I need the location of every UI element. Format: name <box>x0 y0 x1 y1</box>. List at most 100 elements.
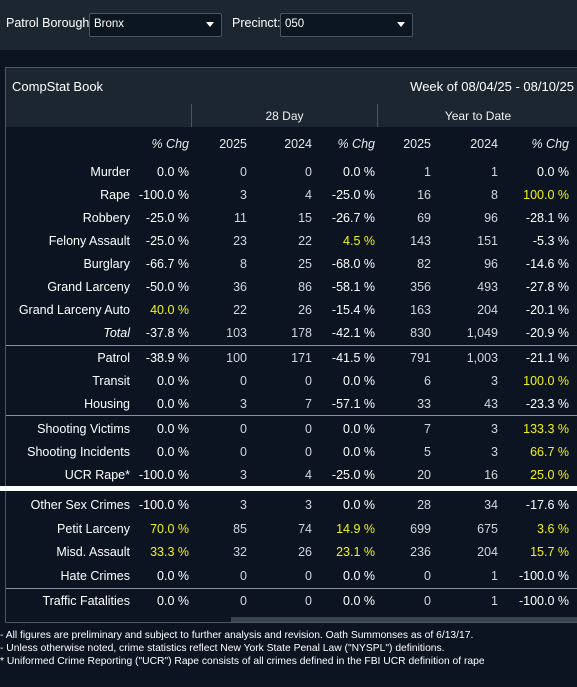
precinct-select[interactable]: 050 <box>280 13 413 37</box>
table-cell: 178 <box>291 326 312 340</box>
table-cell: 0 <box>305 445 312 459</box>
table-cell: 0.0 % <box>343 422 375 436</box>
table-cell: 0.0 % <box>343 594 375 608</box>
table-cell: 675 <box>477 522 498 536</box>
table-cell: 1 <box>491 165 498 179</box>
table-cell: 69 <box>417 211 431 225</box>
table-cell: 0 <box>240 165 247 179</box>
table-cell: 0.0 % <box>157 397 189 411</box>
table-cell: 100.0 % <box>523 188 569 202</box>
table-row: Shooting Victims 0.0 % 0 0 0.0 % 7 3 133.3 % <box>6 419 577 442</box>
table-cell: 4 <box>305 188 312 202</box>
chevron-down-icon <box>397 22 405 27</box>
table-cell: 3 <box>491 422 498 436</box>
table-cell: -15.4 % <box>331 303 375 317</box>
table-cell: 32 <box>233 545 247 559</box>
table-cell: 11 <box>234 211 247 225</box>
row-label: Rape <box>100 188 130 202</box>
table-cell: 36 <box>233 280 247 294</box>
table-cell: 0 <box>305 569 312 583</box>
table-cell: 151 <box>477 234 498 248</box>
table-cell: -17.6 % <box>525 498 569 512</box>
table-row: Total -37.8 % 103 178 -42.1 % 830 1,049 -20.9 % <box>6 323 577 346</box>
table-cell: 16 <box>484 468 498 482</box>
table-cell: 0 <box>305 165 312 179</box>
table-cell: 3 <box>240 468 247 482</box>
table-cell: 830 <box>410 326 431 340</box>
row-label: Murder <box>90 165 130 179</box>
table-cell: 100.0 % <box>523 374 569 388</box>
table-cell: 7 <box>305 397 312 411</box>
table-cell: 699 <box>410 522 431 536</box>
report-title: CompStat Book <box>12 79 104 94</box>
table-cell: 0.0 % <box>157 594 189 608</box>
row-label: Shooting Victims <box>37 422 130 436</box>
table-cell: 4.5 % <box>343 234 375 248</box>
table-cell: -41.5 % <box>331 351 375 365</box>
table-row: Shooting Incidents 0.0 % 0 0 0.0 % 5 3 66.7 % <box>6 442 577 465</box>
row-label: Shooting Incidents <box>27 445 130 459</box>
table-cell: 0.0 % <box>157 165 189 179</box>
table-cell: 0.0 % <box>343 374 375 388</box>
table-row: UCR Rape* -100.0 % 3 4 -25.0 % 20 16 25.0 % <box>6 465 577 488</box>
table-row: Grand Larceny Auto 40.0 % 22 26 -15.4 % 163 20… <box>6 300 577 323</box>
table-cell: 204 <box>477 303 498 317</box>
table-row: Murder 0.0 % 0 0 0.0 % 1 1 0.0 % <box>6 162 577 185</box>
table-cell: 23 <box>233 234 247 248</box>
table-cell: 3 <box>240 498 247 512</box>
table-cell: 26 <box>298 545 312 559</box>
group-28-day: 28 Day <box>191 104 377 127</box>
table-row: Rape -100.0 % 3 4 -25.0 % 16 8 100.0 % <box>6 185 577 208</box>
table-cell: -27.8 % <box>525 280 569 294</box>
table-cell: -37.8 % <box>145 326 189 340</box>
table-cell: 22 <box>233 303 247 317</box>
row-label: Grand Larceny <box>47 280 130 294</box>
borough-value: Bronx <box>94 18 125 30</box>
table-cell: 1 <box>491 569 498 583</box>
table-cell: 6 <box>424 374 431 388</box>
table-cell: -25.0 % <box>145 211 189 225</box>
row-label: Robbery <box>82 211 130 225</box>
table-cell: -38.9 % <box>145 351 189 365</box>
table-cell: 40.0 % <box>150 303 189 317</box>
table-cell: -100.0 % <box>138 468 189 482</box>
table-cell: -100.0 % <box>518 594 569 608</box>
table-cell: 0 <box>240 569 247 583</box>
table-cell: 85 <box>233 522 247 536</box>
row-label: Misd. Assault <box>56 545 130 559</box>
table-cell: 0.0 % <box>343 569 375 583</box>
table-cell: 7 <box>424 422 431 436</box>
table-row: Robbery -25.0 % 11 15 -26.7 % 69 96 -28.1 % <box>6 208 577 231</box>
table-row: Misd. Assault 33.3 % 32 26 23.1 % 236 204 15.7 … <box>6 542 577 565</box>
table-cell: 14.9 % <box>336 522 375 536</box>
table-cell: 0.0 % <box>157 422 189 436</box>
table-cell: 8 <box>240 257 247 271</box>
table-cell: -57.1 % <box>331 397 375 411</box>
table-cell: 43 <box>484 397 498 411</box>
table-cell: 3 <box>240 397 247 411</box>
row-separator <box>6 345 577 346</box>
table-cell: 15.7 % <box>530 545 569 559</box>
table-cell: 356 <box>410 280 431 294</box>
table-cell: -20.1 % <box>525 303 569 317</box>
table-cell: 74 <box>298 522 312 536</box>
borough-select[interactable]: Bronx <box>89 13 222 37</box>
row-label: Housing <box>84 397 130 411</box>
table-cell: 26 <box>298 303 312 317</box>
table-cell: 86 <box>298 280 312 294</box>
table-cell: 163 <box>410 303 431 317</box>
table-cell: -100.0 % <box>138 188 189 202</box>
table-cell: 3.6 % <box>537 522 569 536</box>
table-row: Petit Larceny 70.0 % 85 74 14.9 % 699 675 3.6 % <box>6 519 577 542</box>
table-cell: 0 <box>424 594 431 608</box>
precinct-value: 050 <box>285 18 305 30</box>
table-cell: -26.7 % <box>331 211 375 225</box>
table-cell: 0 <box>305 422 312 436</box>
footnote: * Uniformed Crime Reporting ("UCR") Rape… <box>0 656 485 667</box>
table-cell: -66.7 % <box>145 257 189 271</box>
table-cell: 20 <box>417 468 431 482</box>
table-cell: 0.0 % <box>343 165 375 179</box>
horizontal-scrollbar[interactable] <box>231 617 577 622</box>
table-cell: 0 <box>240 445 247 459</box>
table-cell: 96 <box>484 211 498 225</box>
